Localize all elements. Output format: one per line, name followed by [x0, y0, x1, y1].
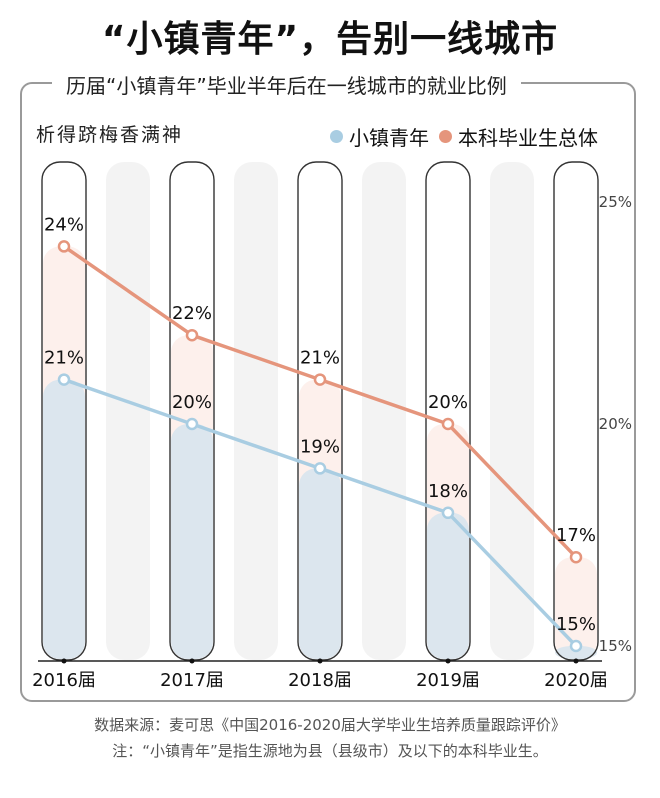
y-tick-label: 25% [599, 193, 632, 211]
label-all: 22% [172, 303, 212, 324]
bar-small-town-fill [427, 512, 469, 659]
x-tick-dot [445, 658, 451, 664]
x-tick-dot [189, 658, 195, 664]
series-lines [57, 240, 583, 653]
bar-small-town-fill [171, 424, 213, 659]
x-tick-dot [61, 658, 67, 664]
chart-subtitle: 历届“小镇青年”毕业半年后在一线城市的就业比例 [52, 70, 521, 99]
bar-small-town-fill [43, 379, 85, 659]
y-tick-label: 20% [599, 415, 632, 433]
footer-source: 数据来源：麦可思《中国2016-2020届大学毕业生培养质量跟踪评价》 [94, 716, 566, 734]
legend-item-small-town: 小镇青年 [330, 122, 429, 151]
x-tick-label: 2018届 [288, 670, 352, 691]
label-all: 21% [300, 348, 340, 369]
chart-footer: 数据来源：麦可思《中国2016-2020届大学毕业生培养质量跟踪评价》 注：“小… [0, 712, 660, 764]
data-labels: 21% 20% 19% 18% 15% 24% 22% 21% 20% 17% [44, 214, 596, 635]
label-all: 24% [44, 214, 84, 235]
main-title: “小镇青年”，告别一线城市 [101, 19, 559, 60]
x-tick-dot [317, 658, 323, 664]
watermark-text: 析得跻梅香满神 [36, 124, 184, 146]
legend-dot-all [439, 130, 452, 143]
bg-column [234, 162, 278, 660]
point-all [569, 550, 583, 564]
bar-columns [41, 161, 599, 661]
x-tick-label: 2016届 [32, 670, 96, 691]
label-small-town: 18% [428, 481, 468, 502]
axes: 2016届 2017届 2018届 2019届 2020届 15% 20% 25% [32, 193, 632, 691]
point-all [185, 328, 199, 342]
label-all: 17% [556, 525, 596, 546]
x-tick-label: 2020届 [544, 670, 608, 691]
label-small-town: 19% [300, 436, 340, 457]
bar-small-town-fill [555, 646, 597, 659]
bar-small-town-fill [299, 468, 341, 659]
point-small-town [313, 462, 327, 475]
label-small-town: 20% [172, 392, 212, 413]
legend-dot-small-town [330, 130, 343, 143]
point-small-town [57, 373, 71, 386]
point-all [313, 373, 327, 386]
legend-item-all: 本科毕业生总体 [439, 122, 598, 151]
point-all [441, 417, 455, 431]
point-all [57, 240, 71, 253]
point-small-town [185, 417, 199, 431]
chart-legend: 小镇青年 本科毕业生总体 [330, 122, 598, 151]
footer-note: 注：“小镇青年”是指生源地为县（县级市）及以下的本科毕业生。 [112, 742, 548, 760]
label-all: 20% [428, 392, 468, 413]
label-small-town: 21% [44, 348, 84, 369]
bg-column [490, 162, 534, 660]
label-small-town: 15% [556, 614, 596, 635]
point-small-town [441, 506, 455, 520]
legend-label-small-town: 小镇青年 [349, 126, 429, 150]
x-tick-label: 2017届 [160, 670, 224, 691]
x-tick-label: 2019届 [416, 670, 480, 691]
point-small-town [569, 639, 583, 653]
y-tick-label: 15% [599, 637, 632, 655]
bg-column [362, 162, 406, 660]
bg-column [106, 162, 150, 660]
legend-label-all: 本科毕业生总体 [458, 126, 598, 150]
x-tick-dot [573, 658, 579, 664]
